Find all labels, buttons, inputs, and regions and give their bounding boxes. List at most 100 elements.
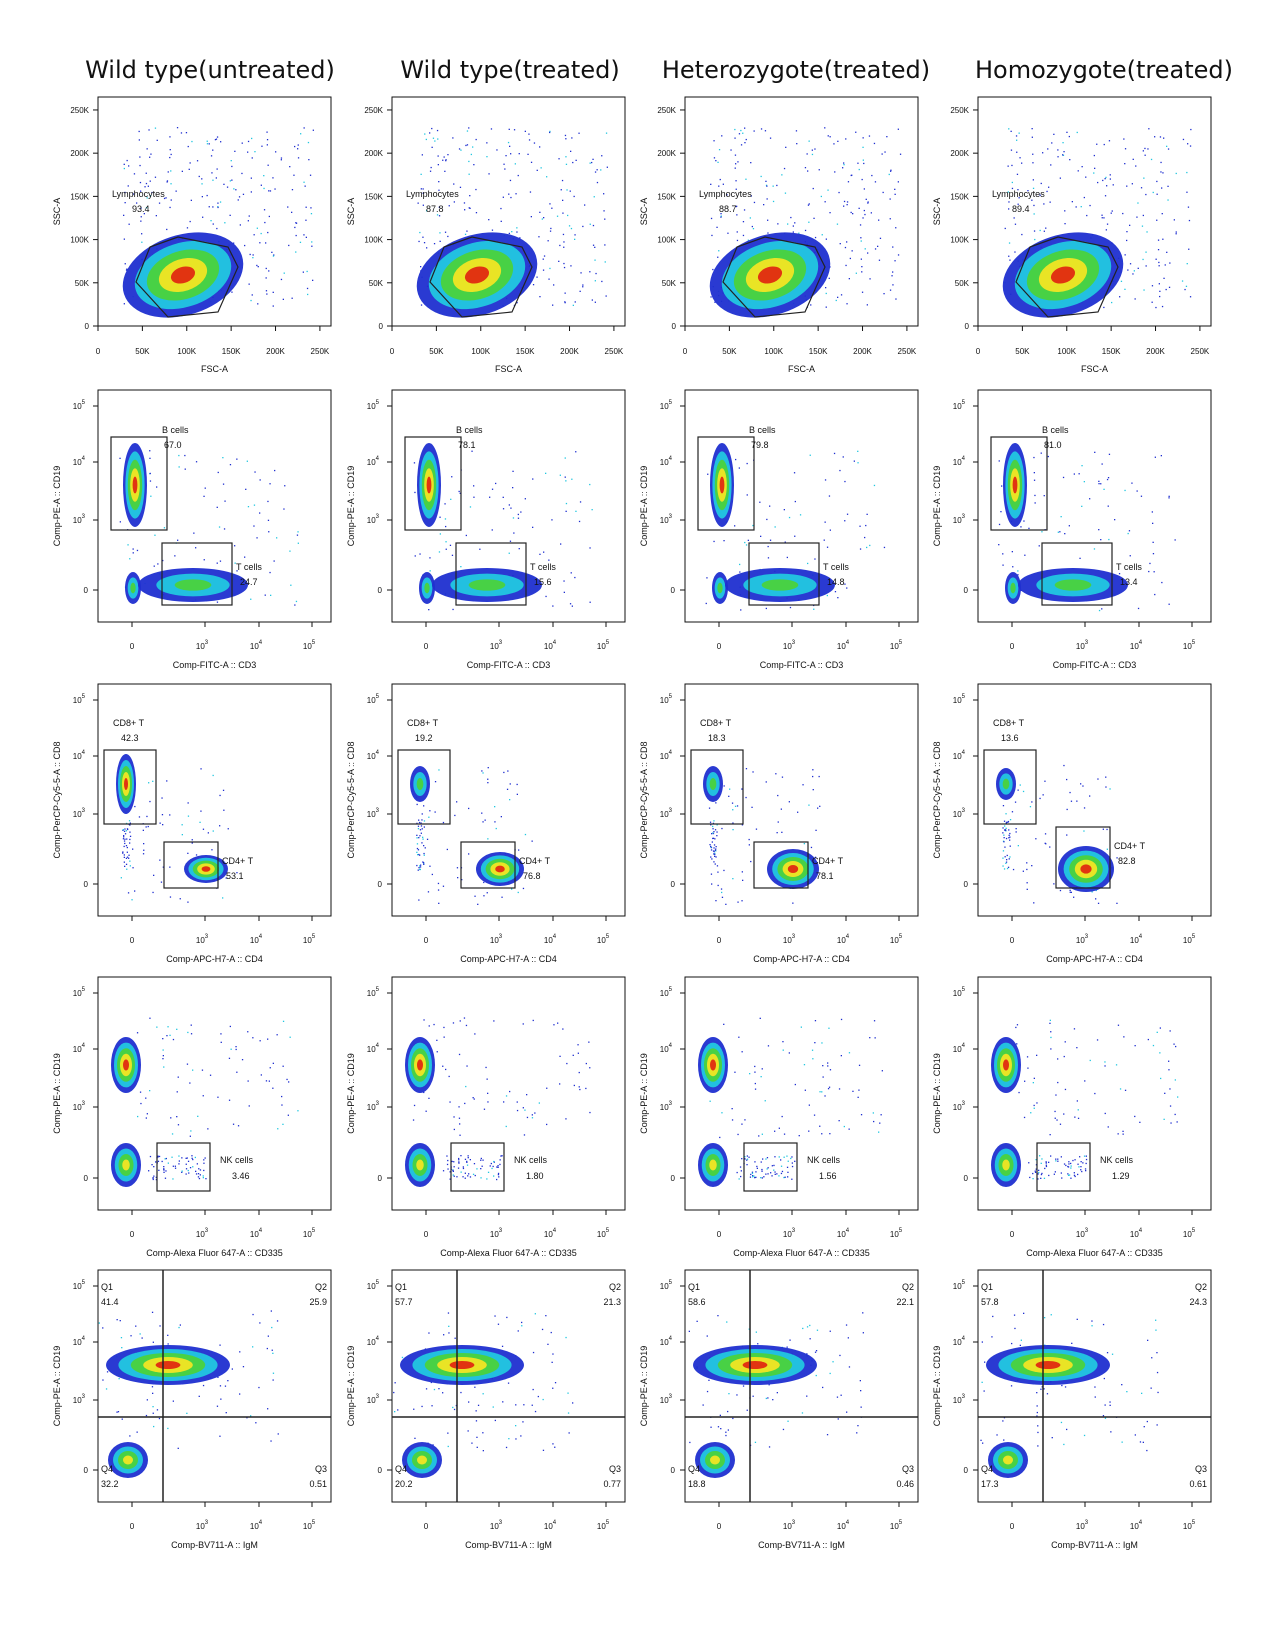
scatter-dot: [129, 842, 131, 844]
y-axis-label: Comp-PE-A :: CD19: [932, 1053, 942, 1134]
x-tick-label: 105: [597, 1520, 610, 1531]
scatter-dot: [276, 1320, 279, 1322]
scatter-dot: [1091, 1320, 1093, 1322]
lymphocyte-gate: [1015, 236, 1119, 318]
scatter-dot: [754, 1161, 756, 1163]
scatter-dot: [1158, 283, 1160, 285]
scatter-dot: [798, 1135, 800, 1137]
scatter-dot: [1152, 541, 1154, 543]
scatter-dot: [463, 202, 466, 204]
scatter-dot: [564, 302, 566, 304]
scatter-dot: [824, 479, 827, 481]
scatter-dot: [753, 130, 755, 132]
scatter-dot: [126, 268, 128, 270]
scatter-dot: [791, 1162, 793, 1164]
x-tick-label: 200K: [1146, 347, 1165, 356]
scatter-dot: [573, 195, 575, 198]
scatter-dot: [1010, 130, 1012, 132]
scatter-dot: [286, 1078, 288, 1081]
scatter-dot: [420, 173, 422, 175]
scatter-dot: [1038, 1169, 1040, 1171]
scatter-dot: [717, 871, 719, 873]
scatter-dot: [248, 283, 250, 285]
scatter-dot: [152, 780, 154, 782]
scatter-dot: [246, 460, 248, 462]
scatter-dot: [416, 822, 418, 824]
scatter-dot: [1011, 551, 1013, 553]
scatter-dot: [716, 226, 718, 228]
scatter-dot: [1040, 1388, 1042, 1390]
scatter-dot: [119, 521, 121, 523]
scatter-dot: [152, 1341, 154, 1343]
scatter-dot: [765, 781, 767, 783]
scatter-dot: [1057, 156, 1059, 158]
scatter-dot: [153, 1425, 155, 1428]
scatter-dot: [469, 506, 472, 508]
scatter-dot: [1080, 783, 1082, 785]
scatter-dot: [1145, 251, 1147, 253]
scatter-dot: [429, 557, 431, 559]
scatter-dot: [142, 829, 144, 831]
scatter-dot: [1077, 170, 1079, 172]
scatter-dot: [439, 240, 441, 242]
scatter-dot: [128, 854, 130, 856]
scatter-dot: [794, 1160, 796, 1162]
scatter-dot: [422, 836, 424, 838]
scatter-dot: [423, 805, 425, 807]
scatter-dot: [174, 555, 176, 557]
scatter-dot: [178, 1160, 180, 1162]
scatter-dot: [266, 144, 268, 146]
scatter-dot: [744, 1119, 746, 1121]
scatter-dot: [1049, 201, 1051, 203]
scatter-dot: [808, 221, 810, 223]
x-tick-label: 200K: [266, 347, 285, 356]
scatter-dot: [171, 1133, 174, 1135]
scatter-dot: [140, 190, 142, 192]
scatter-dot: [1003, 820, 1006, 822]
scatter-dot: [734, 167, 736, 169]
scatter-dot: [509, 783, 511, 785]
scatter-dot: [728, 1393, 730, 1395]
scatter-dot: [226, 186, 229, 188]
scatter-dot: [1161, 187, 1163, 189]
scatter-dot: [840, 1018, 843, 1021]
scatter-dot: [713, 861, 715, 863]
scatter-dot: [1166, 251, 1168, 253]
scatter-dot: [827, 135, 829, 137]
scatter-dot: [850, 174, 852, 177]
scatter-dot: [453, 1116, 455, 1118]
scatter-dot: [1146, 1420, 1148, 1423]
scatter-dot: [454, 814, 456, 817]
scatter-dot: [712, 837, 715, 839]
scatter-dot: [561, 179, 564, 182]
scatter-dot: [821, 1133, 823, 1135]
scatter-dot: [604, 261, 606, 263]
scatter-dot: [152, 1406, 154, 1408]
scatter-dot: [828, 495, 831, 497]
scatter-dot: [567, 1392, 569, 1394]
scatter-dot: [123, 163, 125, 165]
scatter-dot: [1049, 1022, 1051, 1024]
scatter-dot: [517, 513, 519, 516]
scatter-dot: [497, 1165, 499, 1167]
scatter-dot: [752, 524, 754, 527]
x-tick-label: 104: [250, 640, 263, 651]
scatter-dot: [547, 240, 549, 242]
scatter-dot: [782, 1049, 784, 1051]
cd4-gate: [753, 841, 809, 889]
scatter-dot: [514, 163, 516, 165]
scatter-dot: [154, 176, 157, 178]
x-tick-label: 0: [1010, 1230, 1015, 1239]
scatter-dot: [1057, 1158, 1059, 1160]
y-axis-label: Comp-PE-A :: CD19: [932, 1346, 942, 1427]
scatter-dot: [1078, 1166, 1080, 1168]
scatter-dot: [1161, 305, 1164, 308]
scatter-dot: [1064, 1386, 1067, 1388]
scatter-dot: [1032, 187, 1035, 189]
quadrant-label: Q4: [101, 1464, 113, 1474]
scatter-dot: [136, 202, 138, 204]
scatter-dot: [169, 149, 171, 151]
y-tick-label: 0: [964, 880, 969, 889]
x-axis-label: Comp-BV711-A :: IgM: [465, 1540, 552, 1550]
gate-label: Lymphocytes: [992, 189, 1045, 199]
